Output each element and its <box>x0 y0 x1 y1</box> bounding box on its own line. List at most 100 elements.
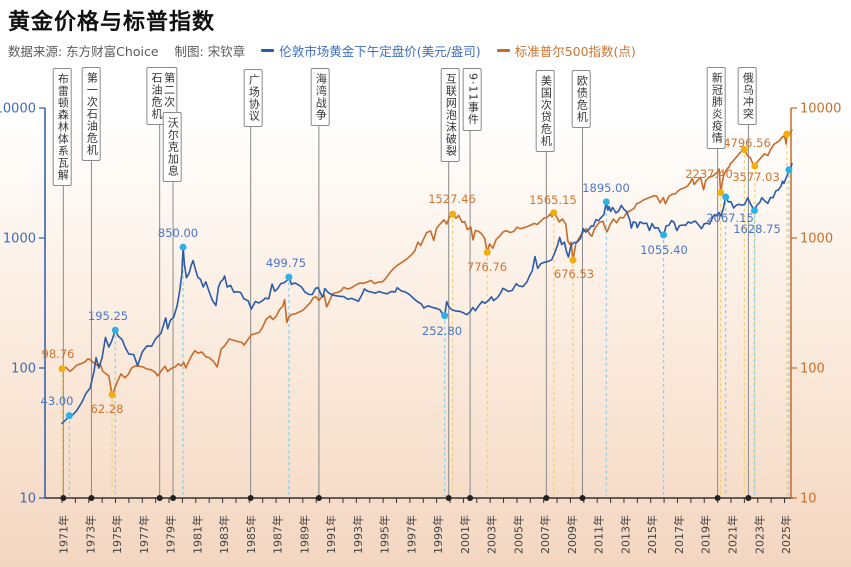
event-label-box: 广场协议 <box>243 69 263 127</box>
event-axis-dot <box>745 495 752 501</box>
x-axis-label: 2019年 <box>699 515 713 554</box>
x-axis-label: 1989年 <box>297 515 311 554</box>
event-label-box: 互联网泡沫破裂 <box>440 68 460 162</box>
value-marker <box>441 312 449 320</box>
value-label: 1055.40 <box>640 243 688 257</box>
x-axis-label: 1993年 <box>351 515 365 554</box>
x-axis-label: 1983年 <box>217 515 231 554</box>
event-label-text: 9·11事件 <box>466 73 480 126</box>
event-label-box: 海湾战争 <box>310 68 330 126</box>
x-axis-label: 2021年 <box>726 515 740 554</box>
event-label-box: 沃尔克加息 <box>162 112 182 182</box>
value-marker <box>65 412 73 420</box>
x-axis-label: 2009年 <box>565 515 579 554</box>
x-axis-label: 2007年 <box>538 515 552 554</box>
event-label-text: 第二次 <box>162 72 176 108</box>
value-label: 3577.03 <box>732 170 780 184</box>
y-right-label: 10 <box>800 492 817 507</box>
gold-line-swatch <box>261 49 275 52</box>
value-label: 499.75 <box>266 256 306 270</box>
x-axis-label: 1999年 <box>431 515 445 554</box>
x-axis-label: 1985年 <box>244 515 258 554</box>
y-right-label: 1000 <box>800 232 833 247</box>
value-label: 195.25 <box>88 309 128 323</box>
event-label-text: 石油危机 <box>150 72 163 120</box>
y-right-label: 10000 <box>800 102 841 117</box>
x-axis-label: 1997年 <box>404 515 418 554</box>
value-label: 2067.15 <box>706 211 754 225</box>
value-marker <box>483 248 491 256</box>
value-label: 776.76 <box>467 260 507 274</box>
legend-item-sp500: 标准普尔500指数(点) <box>496 41 636 60</box>
value-marker <box>783 130 791 138</box>
value-label: 43.00 <box>41 394 74 408</box>
legend-label-gold: 伦敦市场黄金下午定盘价(美元/盎司) <box>279 44 481 59</box>
value-marker <box>751 162 759 170</box>
x-axis-label: 2005年 <box>511 515 525 554</box>
event-label-text: 欧债危机 <box>575 75 589 123</box>
event-axis-dot <box>467 495 474 501</box>
value-label: 676.53 <box>554 267 594 281</box>
x-axis-label: 2013年 <box>618 515 632 554</box>
event-label-text: 布雷顿森林体系瓦解 <box>56 73 70 181</box>
x-axis-label: 2011年 <box>592 515 606 554</box>
event-label-box: 美国次贷危机 <box>535 70 555 152</box>
event-label-text: 海湾战争 <box>314 73 328 121</box>
event-label-text: 第一次石油危机 <box>85 72 99 156</box>
y-left-label: 100 <box>11 362 36 377</box>
event-label-box: 欧债危机 <box>571 70 591 128</box>
value-marker <box>740 145 748 153</box>
subtitle-row: 数据来源: 东方财富Choice 制图: 宋钦章 伦敦市场黄金下午定盘价(美元/… <box>8 41 636 60</box>
event-label-box: 俄乌冲突 <box>737 67 757 125</box>
value-marker <box>111 326 119 334</box>
x-axis-label: 1975年 <box>110 515 124 554</box>
event-label-text: 沃尔克加息 <box>166 117 180 177</box>
value-marker <box>449 210 457 218</box>
event-label-text: 互联网泡沫破裂 <box>444 73 458 157</box>
x-axis-label: 2023年 <box>752 515 766 554</box>
event-label-box: 第二次 石油危机 <box>146 67 178 125</box>
legend-item-gold: 伦敦市场黄金下午定盘价(美元/盎司) <box>261 41 481 60</box>
x-axis-label: 1979年 <box>164 515 178 554</box>
x-axis-label: 1977年 <box>137 515 151 554</box>
event-label-text: 美国次贷危机 <box>539 75 553 147</box>
legend-label-sp500: 标准普尔500指数(点) <box>514 44 636 59</box>
value-label: 1527.46 <box>428 192 476 206</box>
x-axis-label: 2025年 <box>779 515 793 554</box>
event-axis-dot <box>445 495 452 501</box>
event-axis-dot <box>156 495 163 501</box>
event-label-box: 第一次石油危机 <box>81 67 101 161</box>
value-marker <box>722 193 730 201</box>
value-label: 1895.00 <box>582 181 630 195</box>
y-left-label: 10 <box>19 492 36 507</box>
x-axis-label: 1973年 <box>83 515 97 554</box>
value-marker <box>602 198 610 206</box>
value-label: 2237.40 <box>685 167 733 181</box>
event-axis-dot <box>60 495 67 501</box>
event-label-text: 广场协议 <box>247 74 261 122</box>
value-marker <box>58 365 66 373</box>
event-label-text: 新冠肺炎疫情 <box>710 72 724 144</box>
y-left-label: 1000 <box>3 232 36 247</box>
x-axis-label: 2017年 <box>672 515 686 554</box>
value-marker <box>750 206 758 214</box>
event-axis-dot <box>247 495 254 501</box>
sp500-line <box>61 129 793 396</box>
x-axis-label: 1981年 <box>190 515 204 554</box>
value-marker <box>550 209 558 217</box>
value-marker <box>285 273 293 281</box>
event-axis-dot <box>315 495 322 501</box>
event-axis-dot <box>543 495 550 501</box>
data-source-label: 数据来源: 东方财富Choice <box>8 44 159 59</box>
x-axis-label: 1971年 <box>57 515 71 554</box>
value-marker <box>108 391 116 399</box>
x-axis-label: 1991年 <box>324 515 338 554</box>
chart-header: 黄金价格与标普指数 数据来源: 东方财富Choice 制图: 宋钦章 伦敦市场黄… <box>8 4 636 60</box>
author-label: 制图: 宋钦章 <box>174 44 246 59</box>
value-marker <box>785 166 793 174</box>
value-label: 4796.56 <box>723 136 771 150</box>
value-label: 1565.15 <box>529 193 577 207</box>
value-marker <box>569 256 577 264</box>
